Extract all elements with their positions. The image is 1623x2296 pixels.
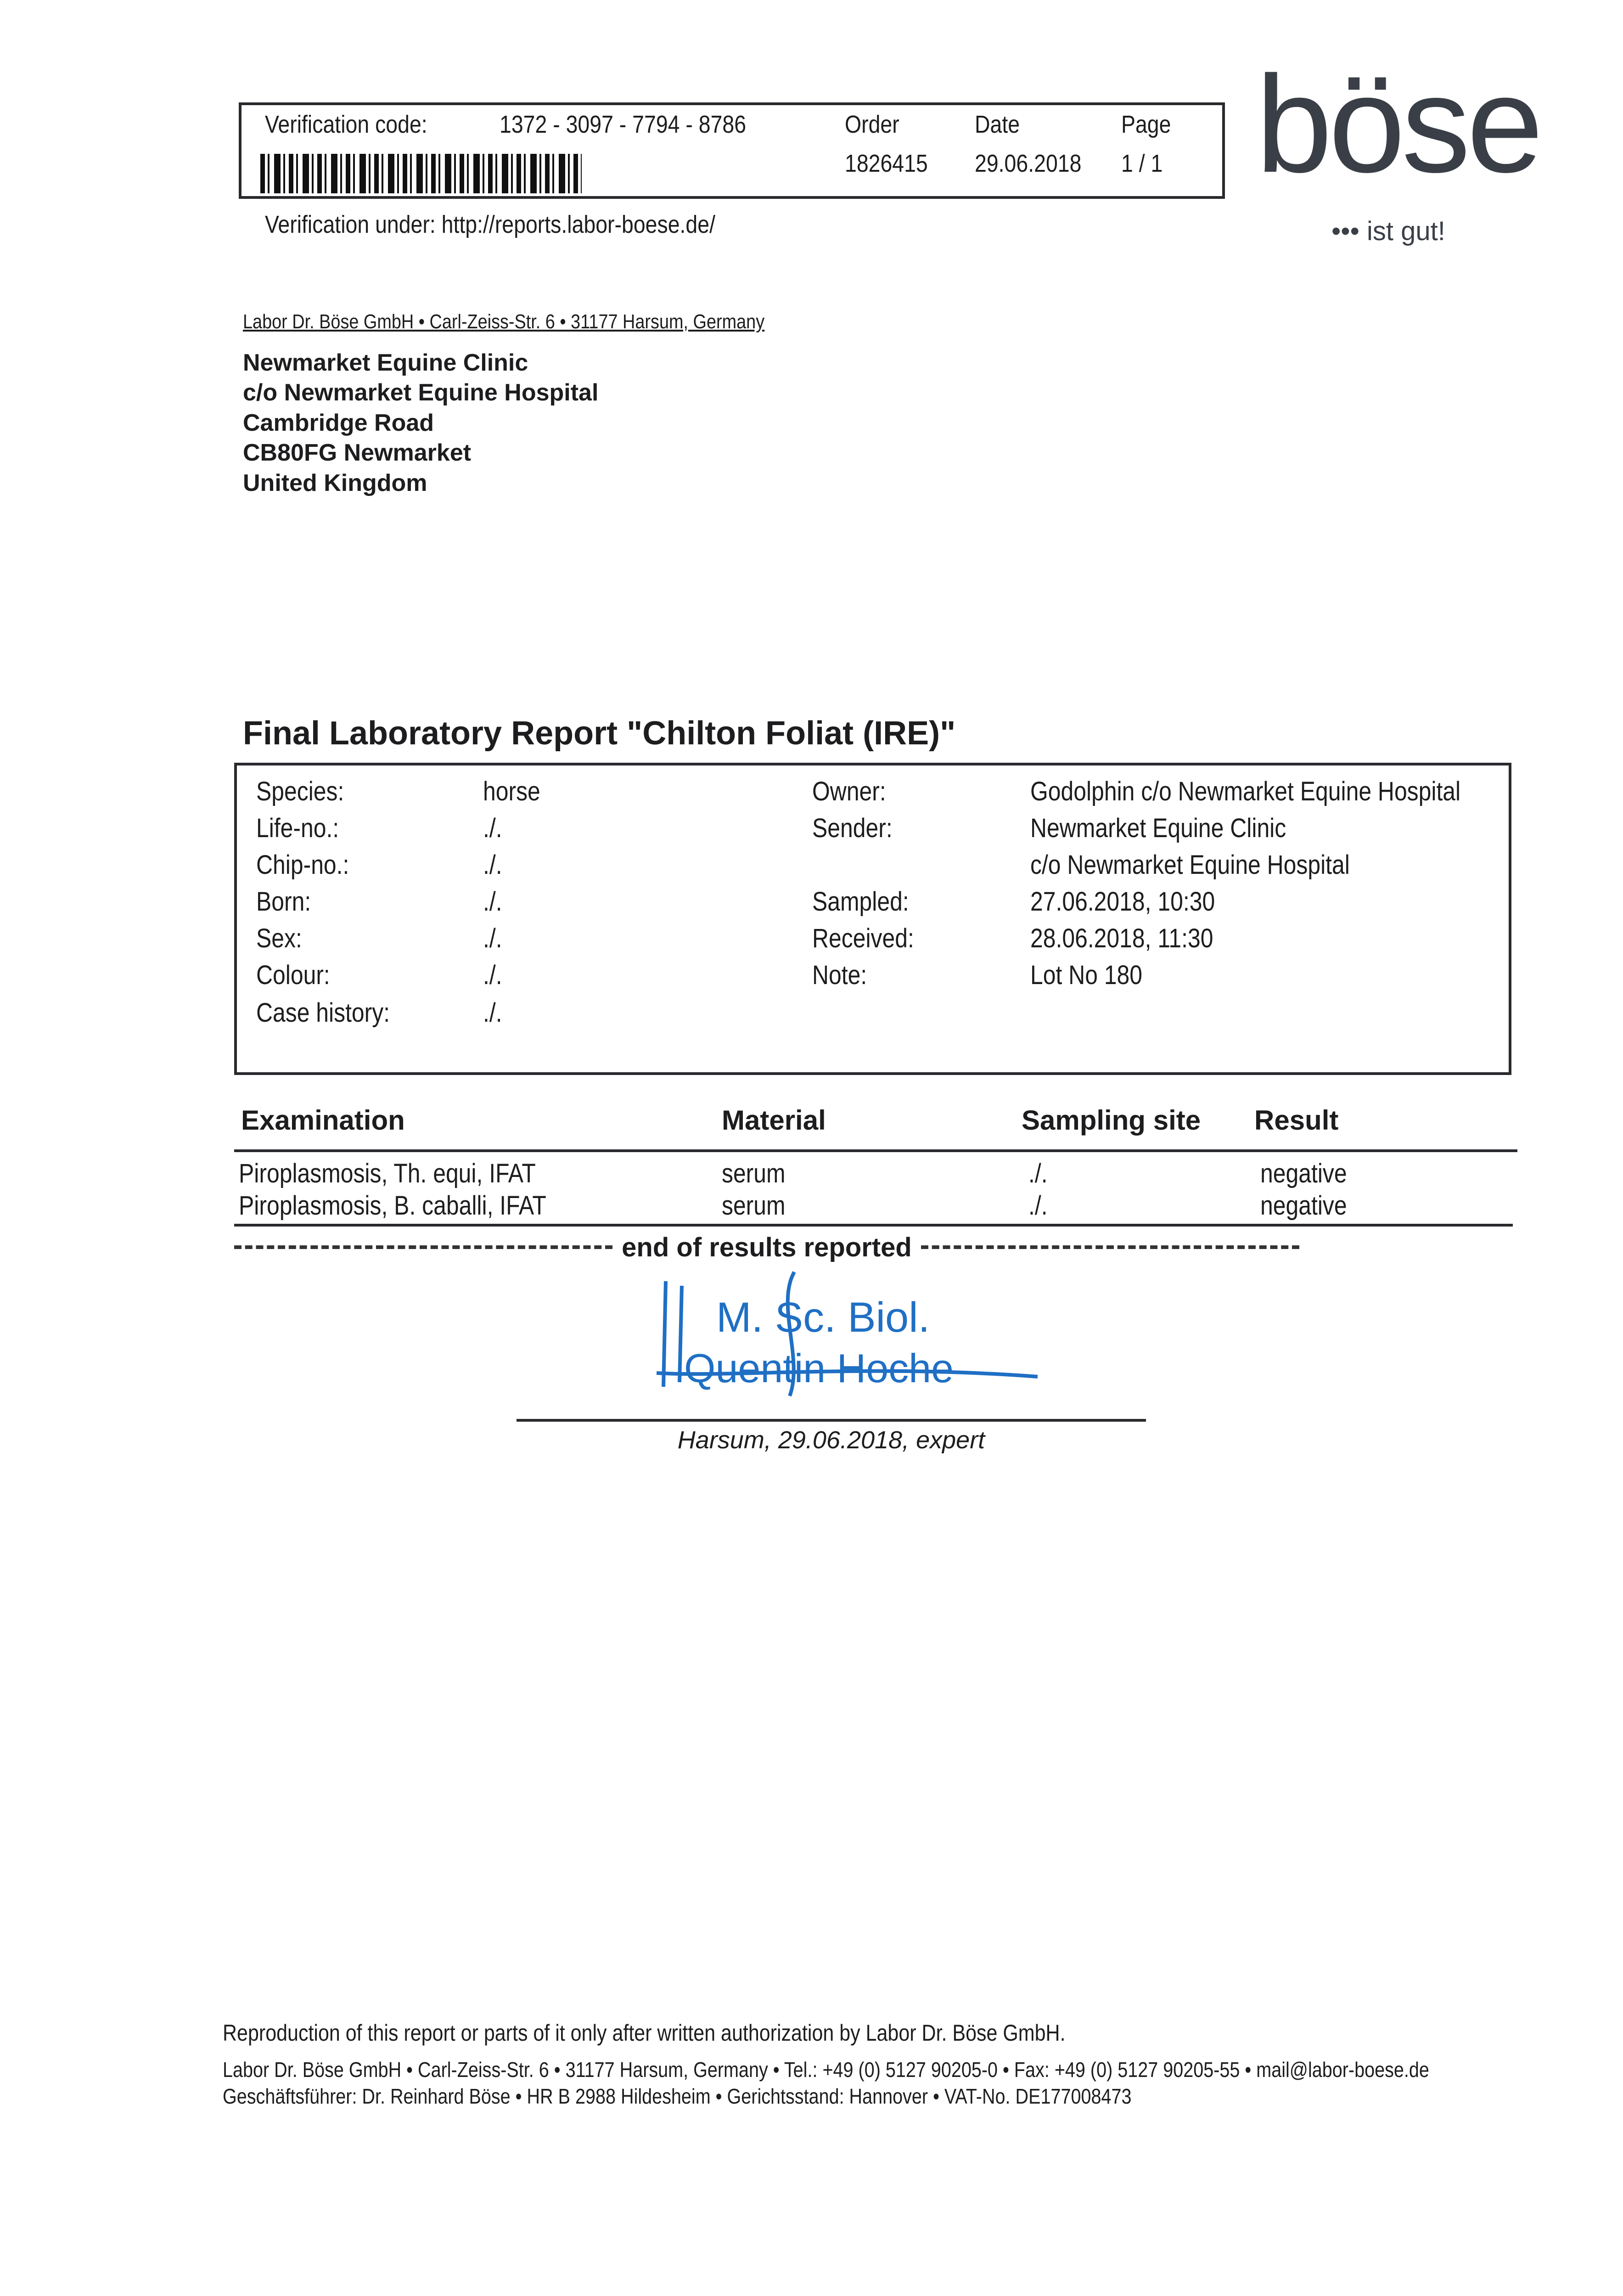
info-value: c/o Newmarket Equine Hospital bbox=[1030, 850, 1350, 880]
col-sampling-site: Sampling site bbox=[1022, 1105, 1201, 1136]
result-cell: negative bbox=[1260, 1191, 1347, 1221]
info-label: Note: bbox=[812, 960, 867, 990]
col-material: Material bbox=[722, 1105, 826, 1136]
info-value: ./. bbox=[483, 960, 502, 990]
end-of-results: end of results reported bbox=[234, 1232, 1299, 1262]
recipient-line: c/o Newmarket Equine Hospital bbox=[243, 379, 599, 406]
verification-label: Verification code: bbox=[265, 111, 427, 138]
info-value: ./. bbox=[483, 923, 502, 953]
signature-scribble bbox=[656, 1271, 1038, 1397]
bose-logo: böse bbox=[1256, 47, 1544, 201]
barcode bbox=[260, 154, 582, 193]
recipient-line: Newmarket Equine Clinic bbox=[243, 349, 528, 376]
logo-tagline: ••• ist gut! bbox=[1331, 216, 1445, 246]
signature-caption: Harsum, 29.06.2018, expert bbox=[677, 1426, 985, 1454]
divider bbox=[234, 1224, 1513, 1227]
end-text: end of results reported bbox=[622, 1232, 912, 1262]
verification-code: 1372 - 3097 - 7794 - 8786 bbox=[500, 111, 747, 138]
col-examination: Examination bbox=[241, 1105, 405, 1136]
info-label: Sex: bbox=[256, 923, 302, 953]
info-value: ./. bbox=[483, 887, 502, 917]
info-label: Life-no.: bbox=[256, 813, 339, 843]
info-value: 28.06.2018, 11:30 bbox=[1030, 923, 1213, 953]
info-box bbox=[234, 763, 1511, 1075]
info-value: ./. bbox=[483, 998, 502, 1028]
date-value: 29.06.2018 bbox=[975, 150, 1082, 177]
dash-line bbox=[234, 1245, 613, 1249]
info-label: Case history: bbox=[256, 998, 390, 1028]
info-label: Colour: bbox=[256, 960, 330, 990]
info-label: Born: bbox=[256, 887, 311, 917]
info-value: Godolphin c/o Newmarket Equine Hospital bbox=[1030, 777, 1461, 806]
report-title: Final Laboratory Report "Chilton Foliat … bbox=[243, 715, 956, 752]
result-cell: ./. bbox=[1028, 1159, 1048, 1188]
col-result: Result bbox=[1254, 1105, 1339, 1136]
result-cell: serum bbox=[722, 1159, 786, 1188]
info-label: Sampled: bbox=[812, 887, 909, 917]
verification-url[interactable]: Verification under: http://reports.labor… bbox=[265, 211, 715, 238]
info-label: Chip-no.: bbox=[256, 850, 349, 880]
signature-line bbox=[517, 1419, 1146, 1422]
info-value: Newmarket Equine Clinic bbox=[1030, 813, 1286, 843]
info-label: Species: bbox=[256, 777, 344, 806]
header-box bbox=[239, 102, 1225, 199]
divider bbox=[234, 1149, 1517, 1152]
result-cell: ./. bbox=[1028, 1191, 1048, 1221]
stamp-line1: M. Sc. Biol. bbox=[716, 1294, 930, 1341]
recipient-line: United Kingdom bbox=[243, 470, 427, 496]
info-value: 27.06.2018, 10:30 bbox=[1030, 887, 1215, 917]
result-cell: serum bbox=[722, 1191, 786, 1221]
recipient-line: Cambridge Road bbox=[243, 410, 434, 436]
info-label: Sender: bbox=[812, 813, 893, 843]
date-label: Date bbox=[975, 111, 1020, 138]
info-value: horse bbox=[483, 777, 540, 806]
stamp-line2: Quentin Hoche bbox=[684, 1345, 954, 1391]
info-value: ./. bbox=[483, 813, 502, 843]
sender-line: Labor Dr. Böse GmbH • Carl-Zeiss-Str. 6 … bbox=[243, 310, 765, 333]
reproduction-note: Reproduction of this report or parts of … bbox=[223, 2020, 1066, 2046]
recipient-line: CB80FG Newmarket bbox=[243, 439, 472, 466]
dash-line bbox=[921, 1245, 1299, 1249]
info-label: Received: bbox=[812, 923, 914, 953]
result-cell: Piroplasmosis, Th. equi, IFAT bbox=[239, 1159, 536, 1188]
info-value: ./. bbox=[483, 850, 502, 880]
order-value: 1826415 bbox=[845, 150, 928, 177]
footer-legal: Geschäftsführer: Dr. Reinhard Böse • HR … bbox=[223, 2084, 1132, 2108]
order-label: Order bbox=[845, 111, 899, 138]
info-value: Lot No 180 bbox=[1030, 960, 1143, 990]
info-label: Owner: bbox=[812, 777, 886, 806]
signature-stamp: M. Sc. Biol. Quentin Hoche bbox=[656, 1271, 1038, 1397]
result-cell: Piroplasmosis, B. caballi, IFAT bbox=[239, 1191, 546, 1221]
result-cell: negative bbox=[1260, 1159, 1347, 1188]
page-label: Page bbox=[1121, 111, 1171, 138]
page-value: 1 / 1 bbox=[1121, 150, 1163, 177]
footer-contact: Labor Dr. Böse GmbH • Carl-Zeiss-Str. 6 … bbox=[223, 2058, 1429, 2082]
